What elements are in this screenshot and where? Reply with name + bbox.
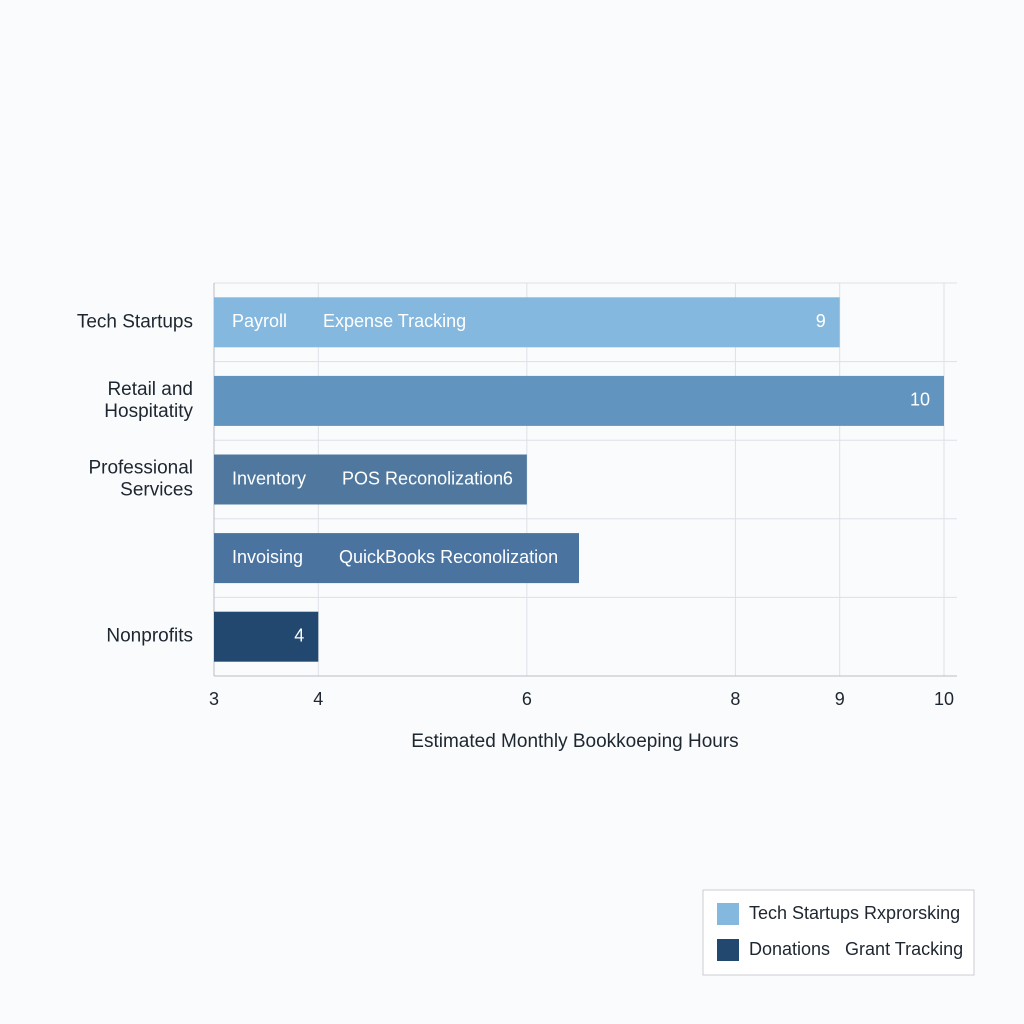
y-tick-label: Retail and Hospitatity [104,379,193,422]
bar-text: Payroll [232,311,287,331]
bar [214,611,319,662]
value-label: 4 [294,625,304,645]
bar-text: Invoising [232,547,303,567]
bar-text: QuickBooks Reconolization [339,547,558,567]
x-axis-title: Estimated Monthly Bookkoeping Hours [411,731,738,752]
x-tick-label: 8 [730,689,740,709]
y-tick-label: Tech Startups [77,311,193,332]
bar-text: Inventory [232,468,306,488]
y-tick-label: Nonprofits [106,626,193,647]
bar-text: Expense Tracking [323,311,466,331]
bar [214,533,579,584]
bar [214,454,527,505]
value-label: 6 [503,468,513,488]
legend-swatch [717,939,739,961]
bar-text: POS Reconolization [342,468,503,488]
legend-swatch [717,903,739,925]
value-label: 10 [910,390,930,410]
legend-label: Tech Startups Rxprorsking [749,903,960,923]
x-tick-label: 3 [209,689,219,709]
x-tick-label: 10 [934,689,954,709]
x-tick-label: 6 [522,689,532,709]
legend-box [702,889,975,976]
x-tick-label: 9 [835,689,845,709]
bar [214,375,944,426]
legend-label: Donations Grant Tracking [749,939,963,959]
x-tick-label: 4 [313,689,323,709]
value-label: 9 [816,311,826,331]
y-tick-label: Professional Services [88,458,193,501]
bar [214,297,840,348]
